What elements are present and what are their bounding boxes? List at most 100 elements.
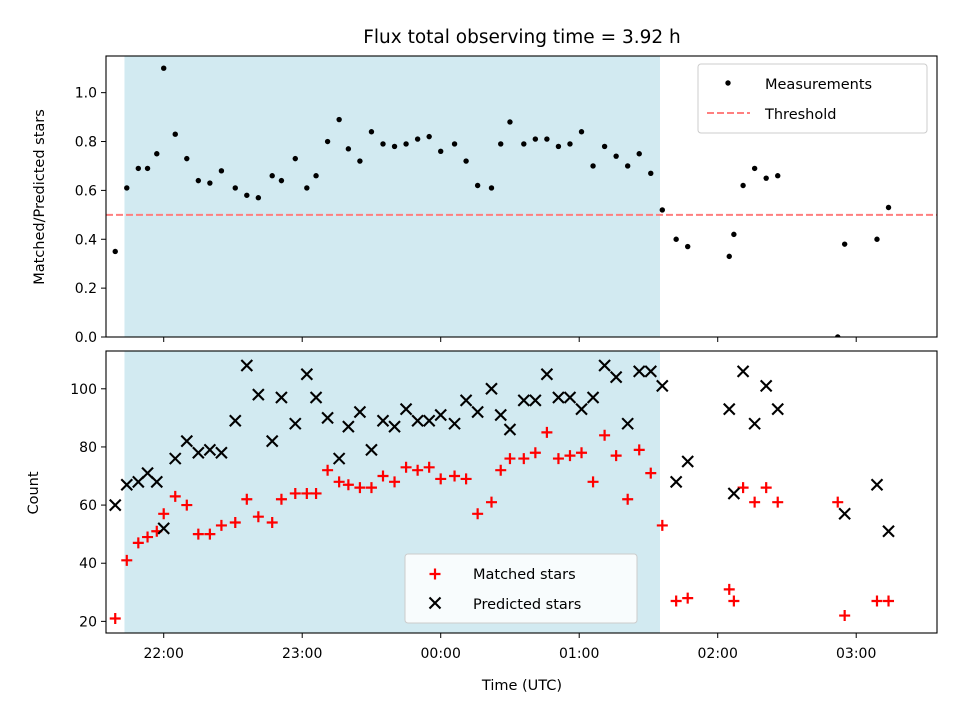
data-point — [321, 411, 334, 425]
data-point — [207, 180, 213, 186]
data-point — [633, 444, 645, 456]
data-point — [240, 359, 254, 372]
data-point — [244, 192, 250, 198]
data-point — [203, 443, 217, 457]
data-point — [471, 405, 484, 419]
data-point — [460, 473, 472, 485]
observing-window-shade — [124, 56, 660, 337]
data-point — [400, 461, 412, 473]
data-point — [763, 175, 769, 181]
data-point — [659, 207, 666, 213]
data-point — [144, 165, 151, 172]
data-point — [740, 182, 746, 189]
x-tick-label: 02:00 — [698, 646, 738, 662]
data-point — [575, 402, 588, 416]
data-point — [195, 177, 202, 184]
data-point — [622, 493, 634, 505]
data-point — [839, 610, 851, 622]
data-point — [835, 334, 841, 337]
data-point — [403, 141, 409, 147]
data-point — [342, 479, 354, 491]
series-matched-stars — [109, 426, 895, 624]
data-point — [726, 253, 732, 260]
data-point — [426, 133, 432, 140]
data-point — [874, 236, 880, 242]
data-point — [332, 452, 346, 465]
data-point — [529, 394, 542, 407]
data-point — [601, 143, 608, 150]
data-point — [353, 405, 367, 419]
top-plot-frame — [105, 55, 938, 338]
data-point — [749, 496, 761, 508]
data-point — [124, 185, 130, 191]
data-point — [485, 496, 497, 508]
data-point — [648, 170, 654, 176]
data-point — [142, 531, 154, 543]
data-point — [498, 141, 504, 147]
legend-label-threshold: Threshold — [764, 107, 836, 123]
data-point — [391, 143, 398, 150]
data-point — [448, 417, 461, 430]
bottom-panel: 20 40 60 80 100 22:00 23:00 00:00 01:00 02:00 03:0… — [70, 350, 938, 662]
data-point — [434, 408, 447, 422]
data-point — [232, 185, 238, 191]
data-point — [521, 141, 527, 147]
data-point — [532, 136, 539, 142]
data-point — [309, 391, 323, 404]
data-point — [150, 475, 164, 489]
bottom-plot-frame — [105, 350, 938, 634]
data-point — [184, 155, 190, 162]
data-point — [736, 365, 750, 378]
data-point — [552, 391, 565, 404]
data-point — [180, 434, 194, 448]
data-point — [503, 423, 517, 436]
data-point — [578, 129, 585, 135]
data-point — [681, 455, 694, 468]
data-point — [645, 467, 657, 479]
data-point — [731, 231, 737, 238]
data-point — [357, 158, 363, 164]
data-point — [192, 446, 205, 459]
x-tick-label: 01:00 — [559, 646, 599, 662]
data-point — [376, 414, 390, 428]
data-point — [218, 168, 225, 174]
y-tick-label: 1.0 — [75, 86, 97, 102]
data-point — [609, 370, 623, 384]
data-point — [266, 517, 278, 529]
data-point — [759, 379, 773, 393]
data-point — [586, 391, 600, 404]
data-point — [669, 475, 683, 489]
data-point — [269, 173, 275, 179]
data-point — [728, 595, 740, 607]
data-point — [345, 146, 352, 152]
data-point — [252, 511, 264, 523]
data-point — [841, 241, 848, 247]
bottom-y-axis-label: Count — [26, 471, 42, 514]
data-point — [474, 182, 481, 189]
x-tick-label: 22:00 — [144, 646, 184, 662]
data-point — [459, 394, 473, 407]
data-point — [541, 426, 553, 438]
series-predicted-stars — [108, 359, 895, 538]
data-point — [435, 473, 447, 485]
data-point — [154, 151, 160, 157]
x-tick-label: 00:00 — [421, 646, 461, 662]
data-point — [265, 434, 279, 448]
x-axis-label: Time (UTC) — [481, 678, 562, 694]
data-point — [255, 195, 262, 201]
y-tick-label: 0.8 — [75, 135, 97, 151]
data-point — [760, 482, 772, 494]
data-point — [365, 443, 378, 457]
data-point — [313, 173, 319, 179]
bottom-legend: Matched stars Predicted stars — [404, 553, 638, 624]
y-tick-label: 0.4 — [75, 232, 97, 248]
data-point — [275, 391, 288, 404]
data-point — [322, 464, 334, 476]
data-point — [380, 141, 386, 147]
data-point — [507, 119, 513, 125]
top-panel: 0.0 0.2 0.4 0.6 0.8 1.0 Measurements Threshold — [75, 55, 938, 346]
data-point — [342, 420, 355, 433]
data-point — [682, 592, 694, 604]
data-point — [563, 391, 577, 404]
data-point — [399, 402, 413, 416]
